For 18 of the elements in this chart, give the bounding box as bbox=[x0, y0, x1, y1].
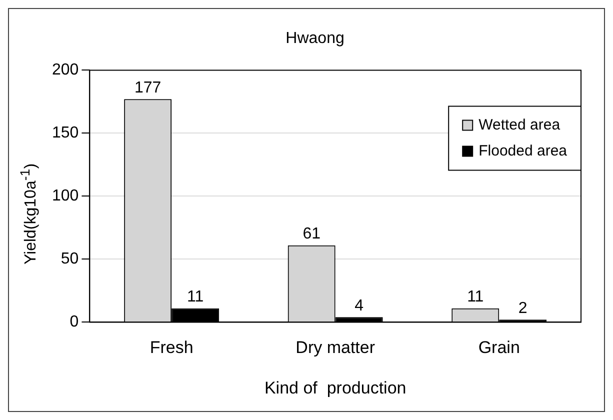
data-label: 11 bbox=[187, 288, 204, 306]
legend-label: Wetted area bbox=[478, 116, 561, 134]
y-tick-label: 100 bbox=[52, 188, 79, 205]
y-tick-label: 150 bbox=[52, 124, 79, 142]
data-label: 11 bbox=[467, 288, 484, 306]
x-tick-label: Fresh bbox=[150, 338, 194, 358]
y-tick-label: 50 bbox=[60, 250, 79, 268]
data-label: 61 bbox=[302, 226, 321, 243]
chart-title: Hwaong bbox=[286, 30, 344, 48]
x-axis-title: Kind of production bbox=[264, 378, 406, 398]
data-label: 177 bbox=[134, 80, 162, 97]
x-tick-label: Grain bbox=[478, 338, 520, 358]
data-label: 4 bbox=[354, 298, 364, 315]
y-tick-label: 200 bbox=[52, 62, 79, 79]
y-tick-label: 0 bbox=[70, 314, 79, 331]
data-label: 2 bbox=[518, 300, 528, 318]
x-tick-label: Dry matter bbox=[296, 338, 376, 358]
legend-label: Flooded area bbox=[478, 142, 568, 160]
